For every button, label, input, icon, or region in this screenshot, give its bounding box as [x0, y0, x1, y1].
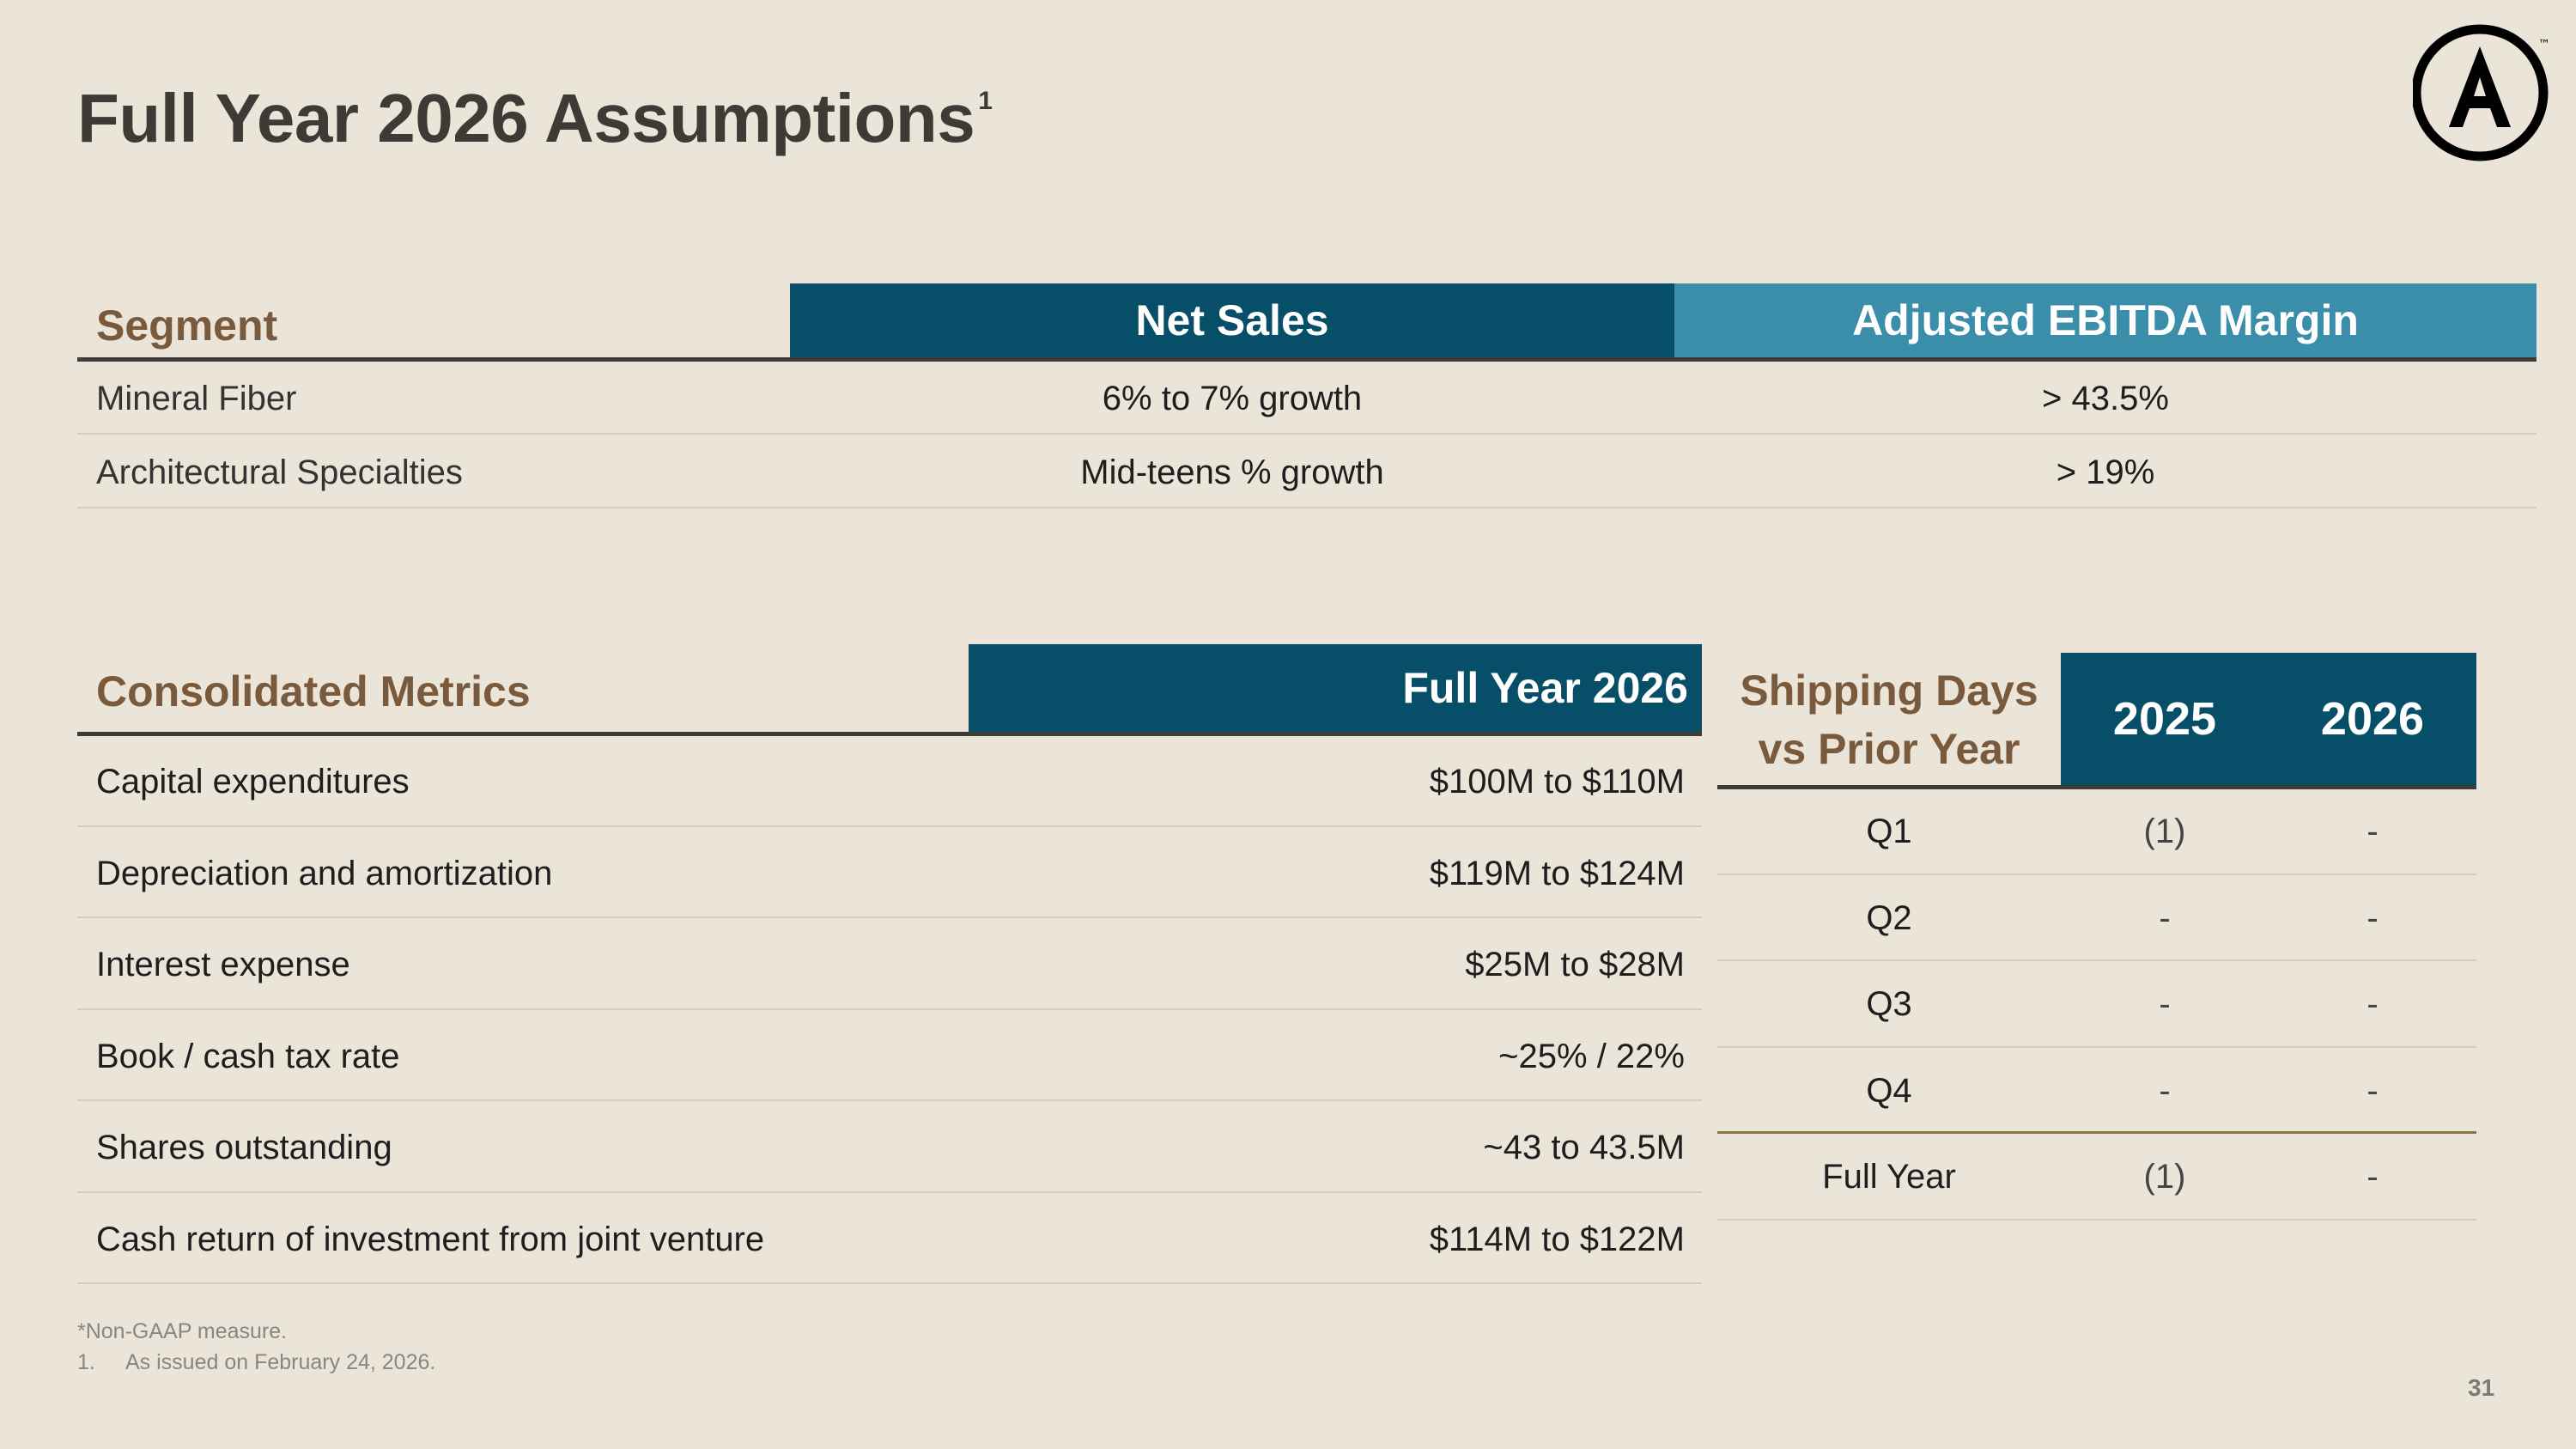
table-row: Architectural Specialties Mid-teens % gr…	[77, 435, 2537, 508]
shipping-days-table: Shipping Days vs Prior Year 2025 2026 Q1…	[1717, 653, 2476, 1221]
footnote-number: 1.	[77, 1350, 95, 1374]
ebitda-margin-value: > 43.5%	[2042, 380, 2169, 417]
metric-label: Capital expenditures	[96, 763, 410, 801]
table-row: Q2 - -	[1717, 875, 2476, 961]
metric-value: ~43 to 43.5M	[1483, 1129, 1685, 1166]
years-header: 2025 2026	[2061, 653, 2476, 785]
trademark-symbol: ™	[2538, 38, 2550, 52]
table-row: Interest expense $25M to $28M	[77, 918, 1702, 1010]
net-sales-header: Net Sales	[790, 283, 1674, 357]
title-footnote-ref: 1	[978, 87, 993, 116]
segment-table-header: Segment Net Sales Adjusted EBITDA Margin	[77, 283, 2537, 362]
table-row: Mineral Fiber 6% to 7% growth > 43.5%	[77, 361, 2537, 435]
metric-label: Shares outstanding	[96, 1129, 392, 1166]
year-2026-header: 2026	[2320, 693, 2425, 745]
table-row: Q4 - -	[1717, 1048, 2476, 1134]
table-row: Cash return of investment from joint ven…	[77, 1193, 1702, 1284]
metric-value: $100M to $110M	[1429, 763, 1685, 801]
value-2026: -	[2366, 898, 2379, 937]
value-2026: -	[2366, 1158, 2379, 1196]
value-2025: -	[2159, 898, 2171, 937]
table-row: Book / cash tax rate ~25% / 22%	[77, 1010, 1702, 1101]
ebitda-margin-value: > 19%	[2056, 454, 2155, 491]
net-sales-value: 6% to 7% growth	[1102, 380, 1363, 417]
table-row: Capital expenditures $100M to $110M	[77, 735, 1702, 827]
value-2026: -	[2366, 985, 2379, 1023]
shipping-header-line1: Shipping Days	[1740, 667, 2038, 715]
footnote-1: 1. As issued on February 24, 2026.	[77, 1347, 435, 1378]
metric-label: Interest expense	[96, 946, 350, 983]
net-sales-value: Mid-teens % growth	[1080, 454, 1384, 491]
value-2025: (1)	[2143, 1158, 2186, 1196]
shipping-days-header: Shipping Days vs Prior Year	[1717, 661, 2061, 778]
page-title: Full Year 2026 Assumptions 1	[77, 80, 993, 156]
value-2025: -	[2159, 1071, 2171, 1110]
segment-name: Mineral Fiber	[96, 380, 297, 417]
shipping-header-line2: vs Prior Year	[1758, 725, 2020, 773]
consolidated-table-header: Consolidated Metrics Full Year 2026	[77, 644, 1702, 736]
period-label: Full Year	[1822, 1158, 1956, 1196]
year-2025-header: 2025	[2112, 693, 2217, 745]
table-row: Q3 - -	[1717, 961, 2476, 1048]
footnote-text: As issued on February 24, 2026.	[125, 1350, 436, 1374]
shipping-table-header: Shipping Days vs Prior Year 2025 2026	[1717, 653, 2476, 789]
full-year-2026-header: Full Year 2026	[969, 644, 1702, 732]
metric-value: $114M to $122M	[1429, 1220, 1685, 1258]
header-divider	[77, 732, 1702, 736]
period-label: Q1	[1866, 813, 1912, 850]
table-row: Q1 (1) -	[1717, 788, 2476, 875]
header-divider	[77, 357, 2537, 362]
segment-name: Architectural Specialties	[96, 454, 463, 491]
value-2026: -	[2366, 813, 2379, 850]
page-number: 31	[2468, 1374, 2495, 1401]
metric-label: Cash return of investment from joint ven…	[96, 1220, 765, 1258]
segment-header: Segment	[96, 301, 278, 350]
metric-value: $119M to $124M	[1429, 854, 1685, 892]
period-label: Q4	[1866, 1071, 1912, 1110]
header-divider	[1717, 785, 2476, 789]
footnotes: *Non-GAAP measure. 1. As issued on Februa…	[77, 1316, 435, 1378]
segment-table: Segment Net Sales Adjusted EBITDA Margin…	[77, 283, 2537, 508]
table-row: Depreciation and amortization $119M to $…	[77, 827, 1702, 918]
period-label: Q3	[1866, 985, 1912, 1023]
table-row-total: Full Year (1) -	[1717, 1134, 2476, 1221]
period-label: Q2	[1866, 898, 1912, 937]
ebitda-margin-header: Adjusted EBITDA Margin	[1674, 283, 2537, 357]
metric-value: $25M to $28M	[1465, 946, 1685, 983]
consolidated-metrics-header: Consolidated Metrics	[96, 667, 531, 715]
consolidated-metrics-table: Consolidated Metrics Full Year 2026 Capi…	[77, 644, 1702, 1284]
metric-label: Depreciation and amortization	[96, 854, 553, 892]
table-row: Shares outstanding ~43 to 43.5M	[77, 1101, 1702, 1193]
non-gaap-note: *Non-GAAP measure.	[77, 1319, 288, 1343]
value-2025: -	[2159, 985, 2171, 1023]
brand-circle-a-logo: ™	[2411, 24, 2550, 161]
company-logo: ™	[2411, 21, 2554, 161]
value-2026: -	[2366, 1071, 2379, 1110]
metric-value: ~25% / 22%	[1498, 1037, 1685, 1075]
value-2025: (1)	[2143, 813, 2186, 850]
metric-label: Book / cash tax rate	[96, 1037, 400, 1075]
